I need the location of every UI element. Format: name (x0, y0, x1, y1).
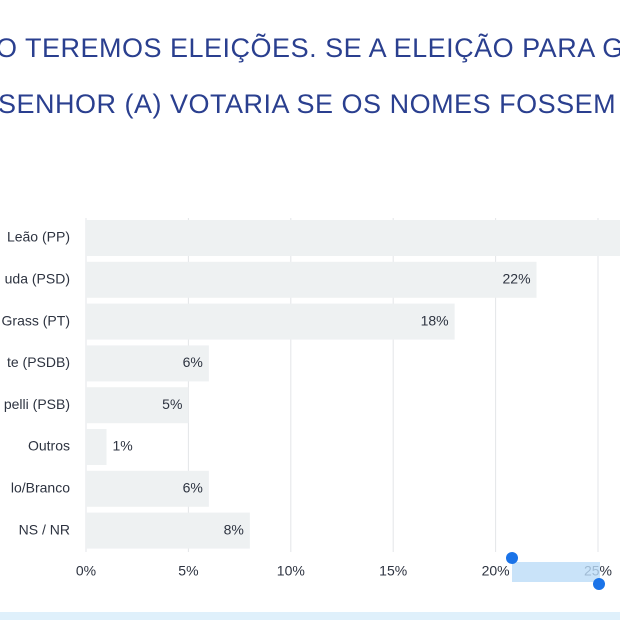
bottom-strip (0, 612, 620, 620)
selection-handle[interactable] (506, 552, 518, 564)
bars (86, 220, 620, 549)
category-label: te (PSDB) (7, 354, 70, 370)
category-label: lo/Branco (11, 480, 70, 496)
x-tick-label: 0% (76, 563, 96, 579)
labels: 0%5%10%15%20%25%Leão (PP)uda (PSD)22%Gra… (2, 229, 612, 579)
category-label: pelli (PSB) (4, 396, 70, 412)
bar (86, 387, 189, 424)
x-tick-label: 15% (379, 563, 407, 579)
category-label: Grass (PT) (2, 312, 70, 328)
value-label: 6% (183, 480, 203, 496)
bar (86, 345, 209, 382)
bar (86, 512, 250, 549)
x-tick-label: 20% (482, 563, 510, 579)
value-label: 8% (224, 521, 244, 537)
bar (86, 303, 455, 340)
value-label: 6% (183, 354, 203, 370)
category-label: Leão (PP) (7, 229, 70, 245)
value-label: 1% (112, 438, 132, 454)
category-label: Outros (28, 438, 70, 454)
value-label: 22% (503, 271, 531, 287)
chart-title: O TEREMOS ELEIÇÕES. SE A ELEIÇÃO PARA GO… (0, 32, 620, 63)
bar (86, 261, 537, 298)
text-selection (512, 562, 600, 582)
selection-handle[interactable] (593, 578, 605, 590)
value-label: 5% (162, 396, 182, 412)
value-label: 18% (421, 312, 449, 328)
chart-title: SENHOR (A) VOTARIA SE OS NOMES FOSSEM ES… (0, 89, 620, 119)
x-tick-label: 10% (277, 563, 305, 579)
bar (86, 470, 209, 507)
bar (86, 429, 107, 465)
bar (86, 220, 620, 256)
x-tick-label: 5% (178, 563, 198, 579)
category-label: NS / NR (19, 521, 70, 537)
category-label: uda (PSD) (5, 271, 70, 287)
